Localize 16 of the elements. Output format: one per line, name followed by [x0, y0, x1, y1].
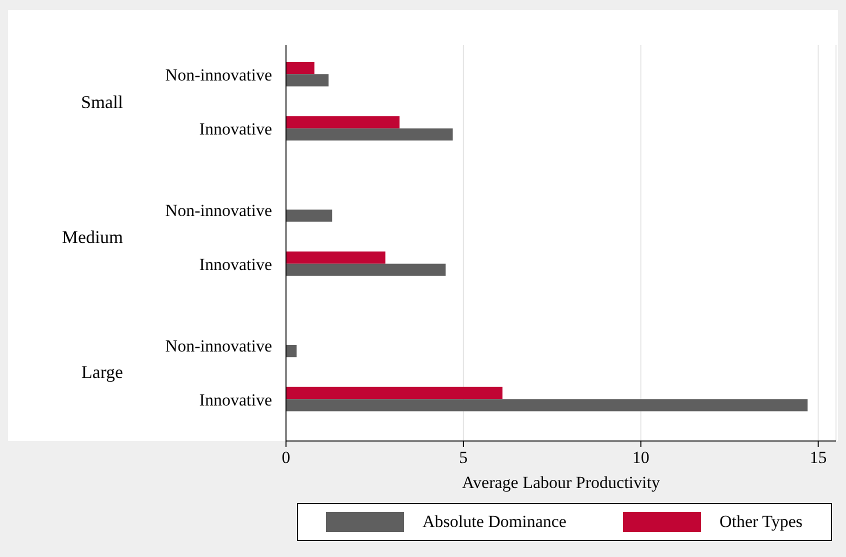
y-tick-label: Innovative: [199, 255, 272, 274]
y-tick-label: Non-innovative: [165, 66, 272, 85]
x-tick-label: 5: [459, 448, 468, 468]
legend-label: Other Types: [719, 512, 802, 532]
x-tick-label: 15: [810, 448, 827, 468]
x-tick-label: 0: [282, 448, 290, 468]
y-tick-label: Non-innovative: [165, 200, 272, 220]
legend-label: Absolute Dominance: [422, 512, 566, 532]
x-tick-label: 10: [632, 448, 650, 468]
y-tick-label: Innovative: [199, 120, 272, 139]
y-tick-label: Non-innovative: [165, 336, 272, 356]
x-axis-title: Average Labour Productivity: [461, 473, 661, 493]
text: Small: [80, 90, 123, 113]
text: Large: [81, 361, 123, 384]
y-tick-label: Innovative: [199, 390, 272, 410]
text: Medium: [62, 226, 123, 248]
